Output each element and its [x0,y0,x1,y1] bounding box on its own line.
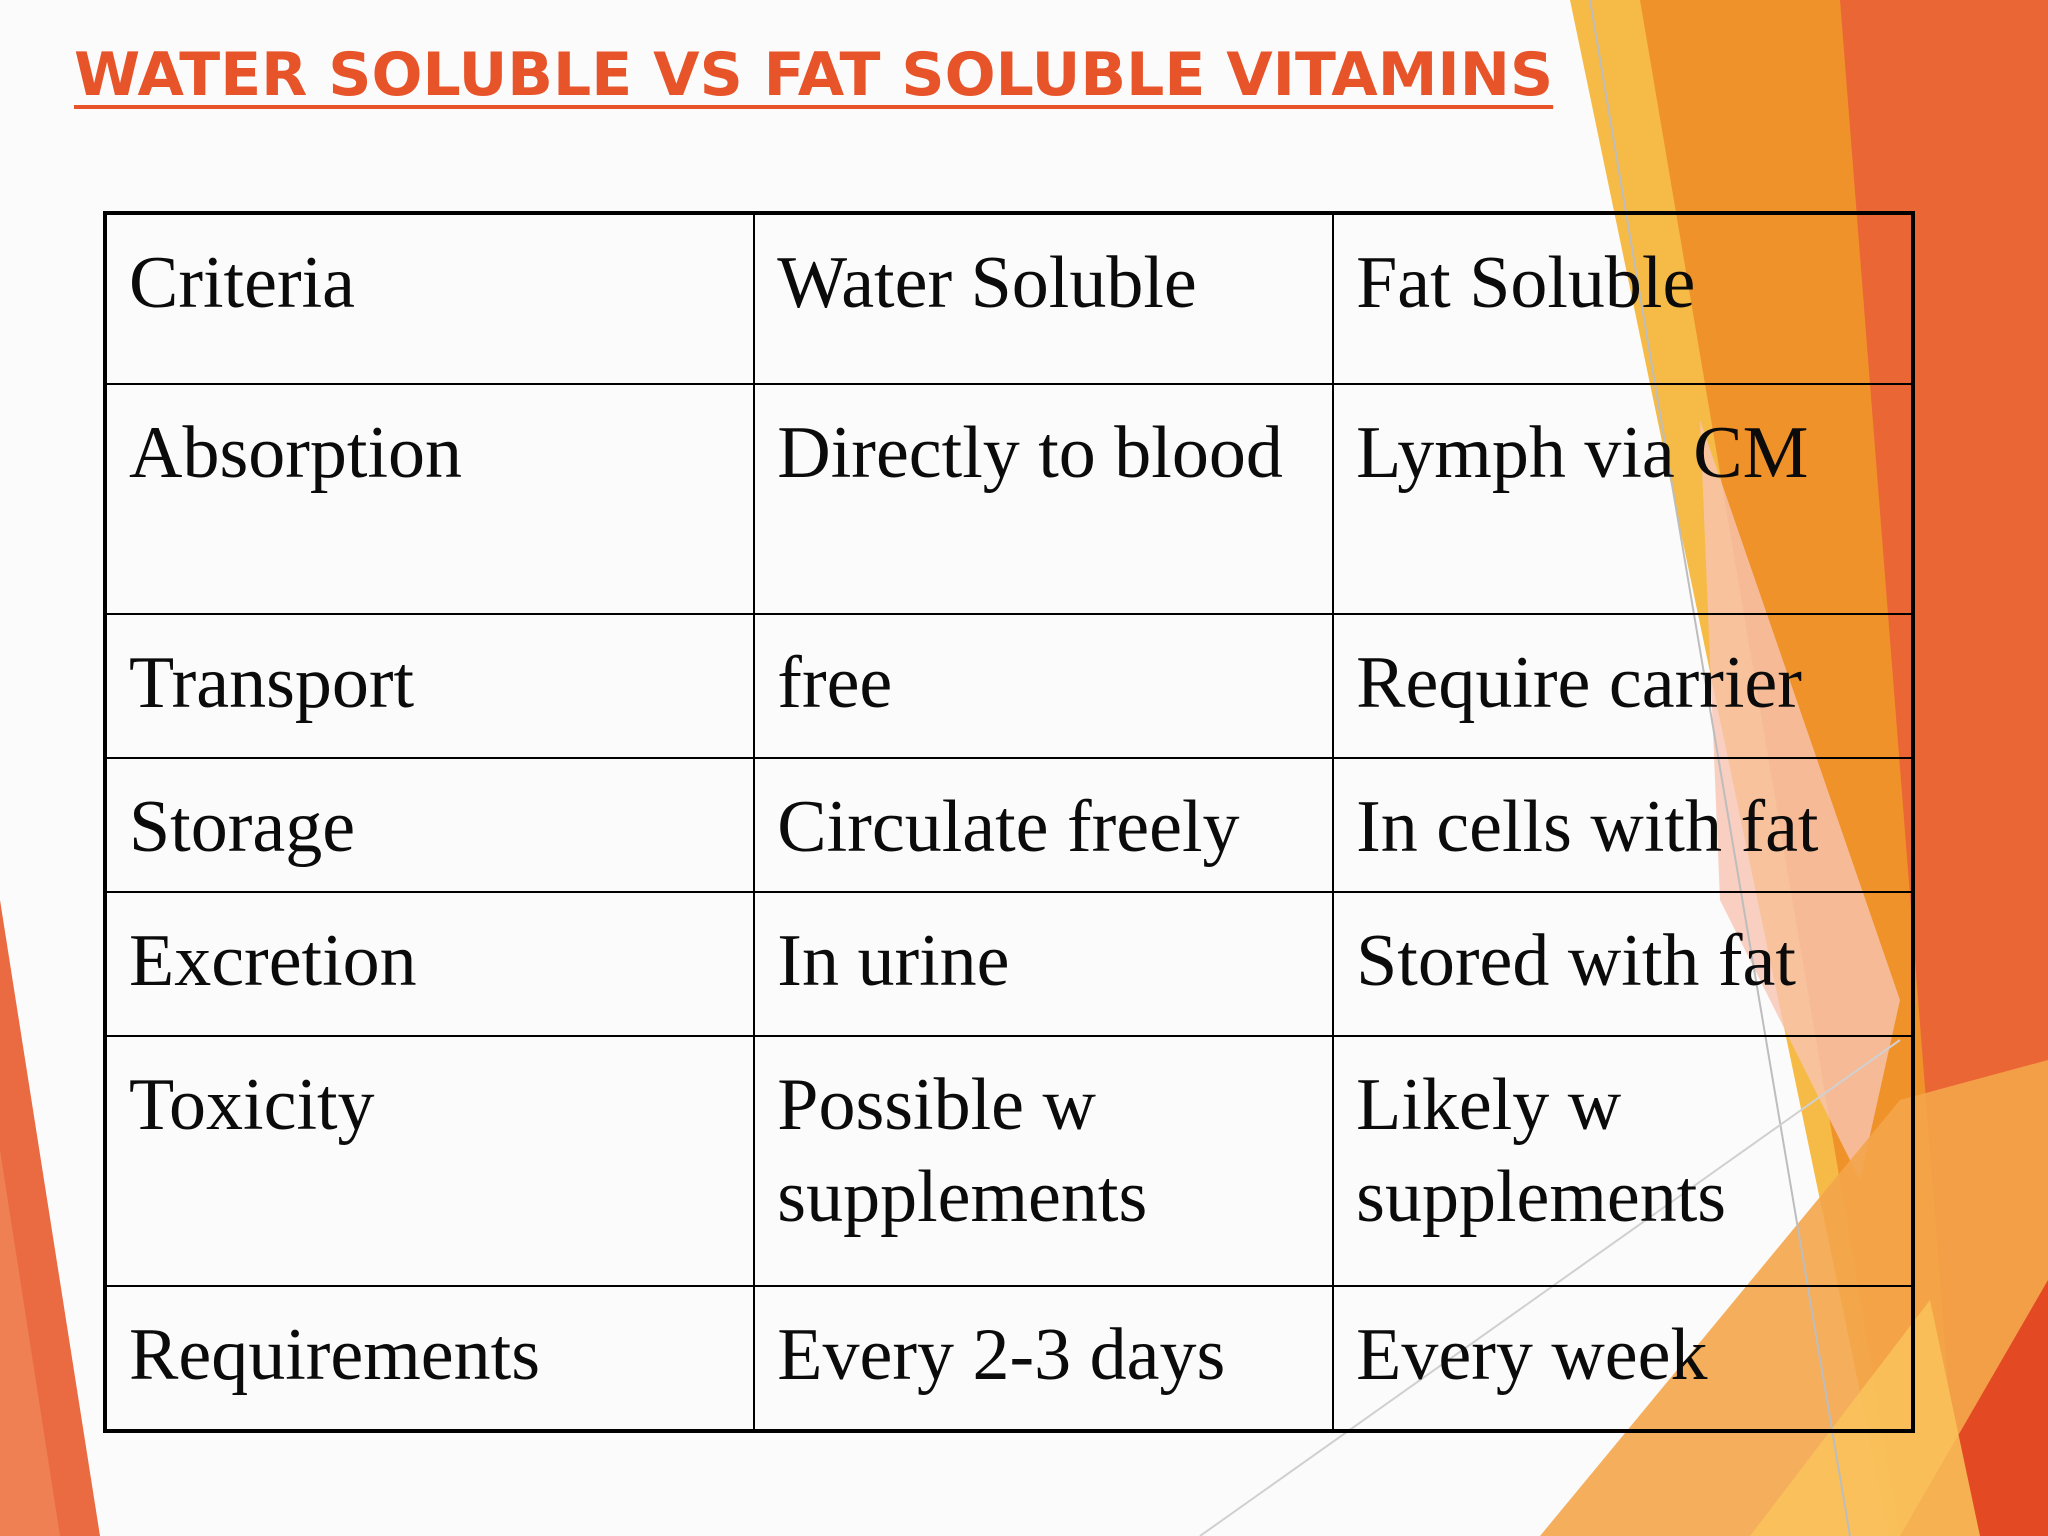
water-soluble-cell: In urine [753,891,1335,1037]
fat-soluble-cell: In cells with fat [1332,757,1914,893]
slide-title: WATER SOLUBLE VS FAT SOLUBLE VITAMINS [74,40,1554,110]
fat-soluble-cell: Lymph via CM [1332,383,1914,615]
water-soluble-cell: Circulate freely [753,757,1335,893]
accent-shape-left-light [0,1150,60,1536]
criteria-cell: Requirements [103,1285,756,1432]
fat-soluble-cell: Every week [1332,1285,1914,1432]
water-soluble-cell: Every 2-3 days [753,1285,1335,1432]
criteria-cell: Excretion [103,891,756,1037]
water-soluble-cell: free [753,613,1335,759]
table-row: Absorption Directly to blood Lymph via C… [103,383,1914,615]
table-row: Toxicity Possible w supplements Likely w… [103,1035,1914,1287]
header-cell-water-soluble: Water Soluble [753,212,1335,385]
vitamins-comparison-table: Criteria Water Soluble Fat Soluble Absor… [103,211,1915,1433]
table-header-row: Criteria Water Soluble Fat Soluble [103,212,1914,385]
criteria-cell: Transport [103,613,756,759]
table-row: Excretion In urine Stored with fat [103,891,1914,1037]
criteria-cell: Absorption [103,383,756,615]
header-cell-fat-soluble: Fat Soluble [1332,212,1914,385]
criteria-cell: Storage [103,757,756,893]
table-row: Storage Circulate freely In cells with f… [103,757,1914,893]
criteria-cell: Toxicity [103,1035,756,1287]
water-soluble-cell: Directly to blood [753,383,1335,615]
fat-soluble-cell: Likely w supplements [1332,1035,1914,1287]
fat-soluble-cell: Stored with fat [1332,891,1914,1037]
header-cell-criteria: Criteria [103,212,756,385]
water-soluble-cell: Possible w supplements [753,1035,1335,1287]
fat-soluble-cell: Require carrier [1332,613,1914,759]
table-row: Requirements Every 2-3 days Every week [103,1285,1914,1432]
table-row: Transport free Require carrier [103,613,1914,759]
